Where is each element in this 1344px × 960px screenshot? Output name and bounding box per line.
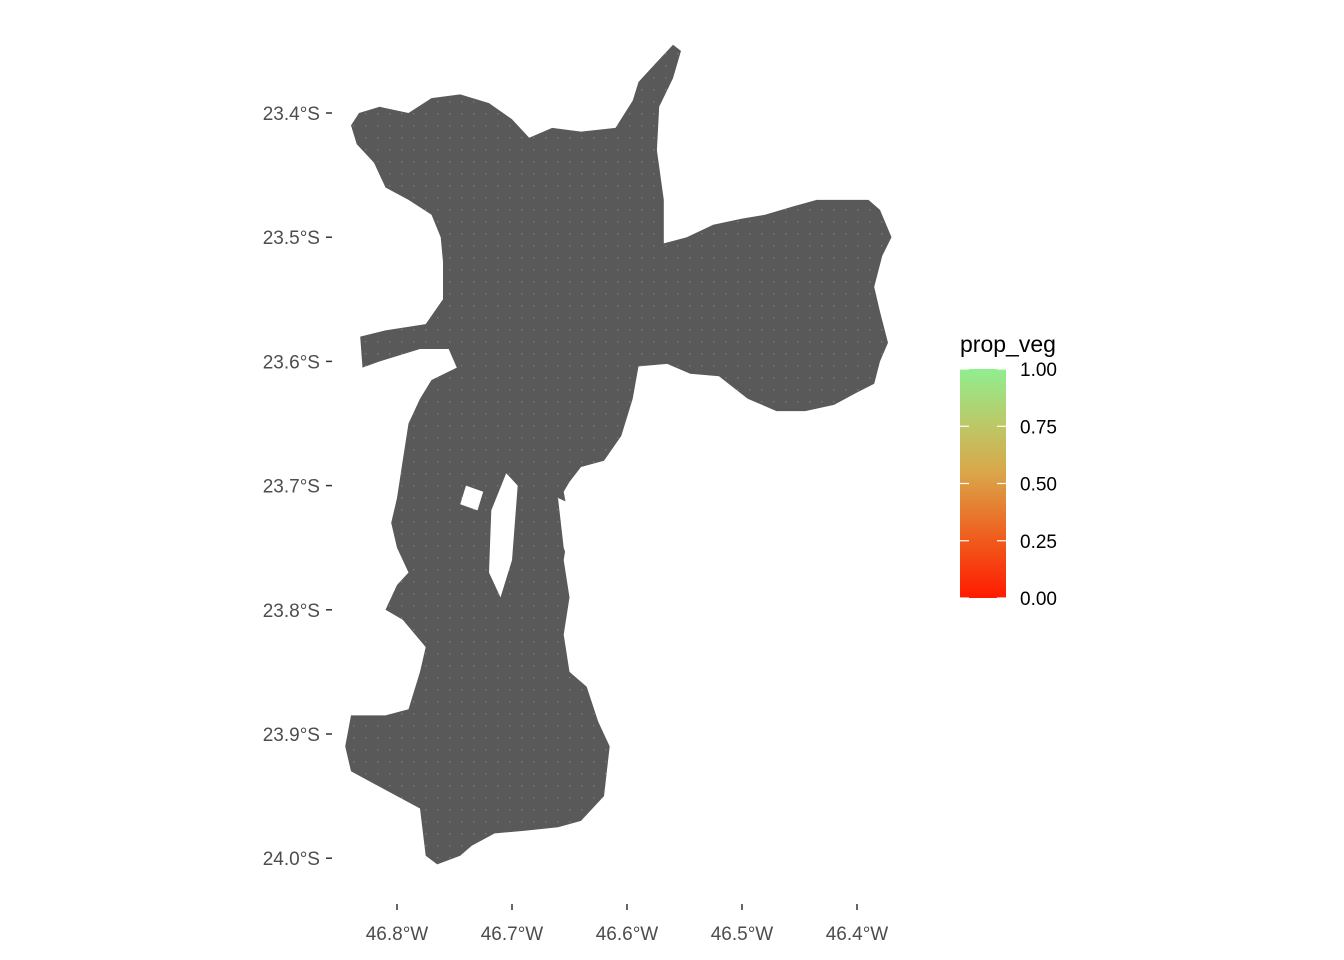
color-legend: prop_veg 1.00 0.75 0.50 0.25 0.00 xyxy=(960,331,1057,610)
x-tick-label: 46.5°W xyxy=(711,924,774,945)
y-tick-label: 23.5°S xyxy=(263,228,320,249)
y-tick-label: 23.4°S xyxy=(263,104,320,125)
x-tick-label: 46.4°W xyxy=(826,924,889,945)
legend-tick-label: 1.00 xyxy=(1020,360,1057,381)
map-gaps xyxy=(460,473,593,610)
legend-tick-label: 0.75 xyxy=(1020,417,1057,438)
legend-title: prop_veg xyxy=(960,331,1056,357)
x-tick-label: 46.8°W xyxy=(366,924,429,945)
map-gap-1 xyxy=(489,473,518,598)
sao-paulo-municipality-map xyxy=(345,44,892,865)
y-tick-label: 23.6°S xyxy=(263,352,320,373)
x-tick-label: 46.6°W xyxy=(596,924,659,945)
vegetation-grid-cells xyxy=(345,50,892,865)
map-gap-2 xyxy=(558,498,593,610)
x-tick-label: 46.7°W xyxy=(481,924,544,945)
y-tick-label: 23.9°S xyxy=(263,725,320,746)
x-axis: 46.8°W 46.7°W 46.6°W 46.5°W 46.4°W xyxy=(366,904,889,945)
legend-tick-label: 0.25 xyxy=(1020,532,1057,553)
legend-tick-label: 0.00 xyxy=(1020,589,1057,610)
y-axis: 23.4°S 23.5°S 23.6°S 23.7°S 23.8°S 23.9°S 24.0… xyxy=(263,104,332,870)
legend-ticks: 1.00 0.75 0.50 0.25 0.00 xyxy=(960,360,1057,610)
map-gap-3 xyxy=(460,485,484,511)
y-tick-label: 23.7°S xyxy=(263,477,320,498)
legend-tick-label: 0.50 xyxy=(1020,475,1057,496)
y-tick-label: 24.0°S xyxy=(263,849,320,870)
y-tick-label: 23.8°S xyxy=(263,601,320,622)
